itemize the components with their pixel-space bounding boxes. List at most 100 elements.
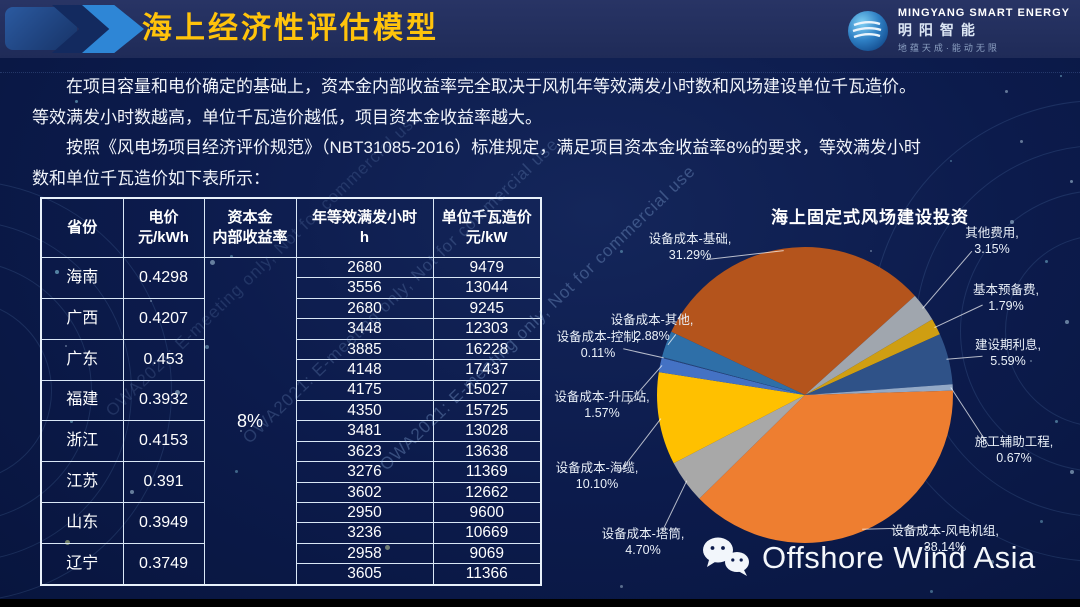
hours-cell: 4350 (295, 399, 434, 422)
table-row: 3605 11366 (41, 563, 542, 586)
particle-dot (1045, 260, 1048, 263)
cost-cell: 13638 (432, 440, 542, 463)
bottom-black-strip (0, 599, 1080, 607)
cost-cell: 12303 (432, 318, 542, 340)
logo-tagline: 地蕴天成·能动无限 (897, 43, 1000, 53)
leader-line (667, 334, 677, 346)
particle-dot (1005, 90, 1008, 93)
particle-dot (880, 95, 882, 97)
leader-line (922, 250, 973, 309)
pie-label: 基本预备费, 1.79% (973, 282, 1039, 313)
price-cell: 0.4207 (122, 297, 205, 340)
brand-watermark: Offshore Wind Asia (700, 535, 1036, 581)
leader-line (620, 418, 662, 471)
col-header: 年等效满发小时 h (295, 197, 434, 258)
cost-cell: 10669 (432, 522, 542, 544)
province-cell: 海南 (40, 257, 124, 299)
irr-cell: 8% (203, 257, 297, 586)
cost-cell: 11369 (432, 461, 542, 483)
province-cell: 广西 (40, 297, 124, 340)
particle-dot (620, 585, 623, 588)
leader-line (934, 304, 983, 329)
table-row: 3448 12303 (41, 318, 542, 340)
pie-label: 设备成本-塔筒, 4.70% (601, 526, 685, 557)
header-bar: 海上经济性评估模型 MINGYANG SMART ENERGY 明阳智能 地蕴天… (0, 0, 1080, 58)
cost-cell: 15027 (432, 379, 542, 401)
cost-cell: 9245 (432, 297, 542, 320)
economics-table-wrap: 省份 电价 元/kWh 资本金 内部收益率 年等效满发小时 h 单位千瓦造价 元/kW 海南 0.… (40, 197, 542, 586)
col-header: 电价 元/kWh (122, 197, 205, 258)
particle-dot (1020, 140, 1023, 143)
hours-cell: 2680 (295, 297, 434, 320)
hours-cell: 2680 (295, 256, 434, 279)
hours-cell: 3481 (295, 420, 434, 442)
pie-label: 施工辅助工程, 0.67% (974, 434, 1054, 465)
table-row: 江苏 0.391 3276 11369 (40, 461, 542, 504)
hours-cell: 3885 (295, 338, 434, 361)
cost-cell: 11366 (432, 563, 542, 586)
hours-cell: 3556 (295, 277, 434, 299)
cost-cell: 15725 (432, 399, 542, 422)
province-cell: 江苏 (40, 461, 124, 504)
cost-cell: 17437 (432, 359, 542, 381)
price-cell: 0.391 (122, 461, 205, 504)
cost-cell: 13044 (432, 277, 542, 299)
price-cell: 0.4298 (122, 257, 205, 299)
cost-cell: 12662 (432, 481, 542, 504)
leader-line (661, 480, 688, 532)
cost-cell: 13028 (432, 420, 542, 442)
hours-cell: 2950 (295, 502, 434, 524)
particle-dot (660, 90, 662, 92)
intro-paragraph-1: 在项目容量和电价确定的基础上，资本金内部收益率完全取决于风机年等效满发小时数和风… (32, 77, 916, 127)
province-cell: 广东 (40, 338, 124, 381)
particle-dot (950, 160, 952, 162)
cost-cell: 9479 (432, 256, 542, 279)
table-row: 4350 15725 (41, 399, 542, 422)
pie-slice (805, 295, 933, 395)
col-header: 资本金 内部收益率 (203, 197, 297, 258)
province-cell: 浙江 (40, 420, 124, 463)
table-row: 山东 0.3949 2950 9600 (40, 502, 542, 544)
pie-label: 设备成本-控制, 0.11% (556, 329, 640, 360)
brand-watermark-text: Offshore Wind Asia (762, 540, 1036, 575)
hours-cell: 3602 (295, 481, 434, 504)
table-row: 3236 10669 (41, 522, 542, 544)
logo-text-en: MINGYANG SMART ENERGY (897, 7, 1070, 19)
cost-cell: 9069 (432, 542, 542, 565)
dotted-divider (0, 72, 1080, 73)
table-row: 辽宁 0.3749 2958 9069 (40, 542, 542, 586)
leader-line (623, 348, 664, 359)
pie-slice (805, 319, 940, 395)
pie-slice (658, 357, 805, 395)
particle-dot (1065, 320, 1069, 324)
table-row: 3556 13044 (41, 277, 542, 299)
province-cell: 山东 (40, 502, 124, 544)
leader-line (950, 387, 990, 447)
table-row: 3623 13638 (41, 440, 542, 463)
hours-cell: 4175 (295, 379, 434, 401)
particle-dot (930, 590, 933, 593)
page-title: 海上经济性评估模型 (142, 12, 439, 45)
province-cell: 辽宁 (40, 542, 124, 586)
col-header: 省份 (40, 197, 124, 258)
hours-cell: 3448 (295, 318, 434, 340)
pie-slice (699, 390, 953, 543)
leader-line (627, 365, 663, 405)
pie-slice (805, 334, 953, 395)
hours-cell: 4148 (295, 359, 434, 381)
particle-dot (1070, 470, 1074, 474)
price-cell: 0.3949 (122, 502, 205, 544)
cost-cell: 9600 (432, 502, 542, 524)
pie-slice (662, 331, 805, 395)
price-cell: 0.453 (122, 338, 205, 381)
province-cell: 福建 (40, 379, 124, 422)
wechat-icon (703, 537, 749, 576)
globe-icon (847, 10, 888, 51)
pie-chart-title: 海上固定式风场建设投资 (771, 208, 969, 227)
intro-text: 在项目容量和电价确定的基础上，资本金内部收益率完全取决于风机年等效满发小时数和风… (32, 72, 932, 194)
particle-dot (160, 140, 162, 142)
particle-dot (1030, 360, 1032, 362)
particle-dot (1070, 180, 1073, 183)
intro-paragraph-2: 按照《风电场项目经济评价规范》（NBT31085-2016）标准规定，满足项目资… (32, 138, 921, 188)
particle-dot (75, 100, 78, 103)
